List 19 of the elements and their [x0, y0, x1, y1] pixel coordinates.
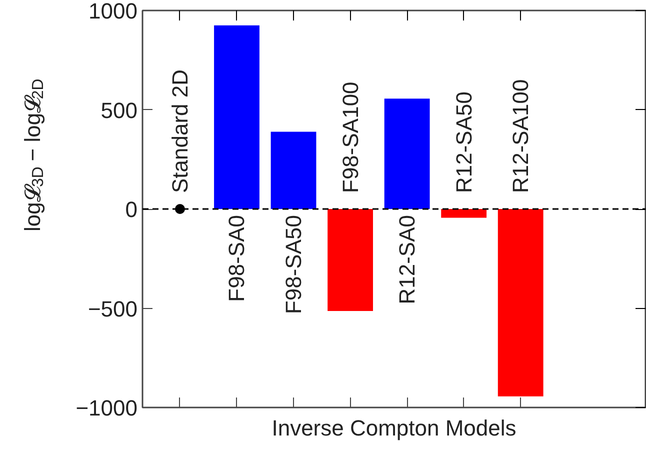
x-tick-label: Standard 2D — [167, 69, 192, 193]
x-tick-label: R12-SA0 — [394, 214, 420, 304]
x-tick-label: R12-SA100 — [508, 79, 534, 193]
bar — [270, 132, 316, 209]
bar — [498, 209, 544, 396]
y-tick-label: 500 — [100, 98, 138, 123]
x-tick-label: F98-SA100 — [338, 82, 363, 193]
y-tick-label: −500 — [88, 296, 138, 322]
bar — [384, 98, 430, 209]
x-tick-label: F98-SA0 — [224, 214, 250, 302]
y-tick-label: −1000 — [76, 396, 138, 420]
bar — [328, 209, 373, 312]
y-tick-label: 1000 — [88, 0, 138, 24]
x-tick-label: R12-SA50 — [451, 91, 476, 193]
bar — [441, 209, 487, 218]
y-tick-label: 0 — [125, 197, 138, 222]
x-axis-title: Inverse Compton Models — [272, 416, 516, 440]
bar — [214, 25, 260, 209]
x-tick-label: F98-SA50 — [281, 214, 306, 314]
